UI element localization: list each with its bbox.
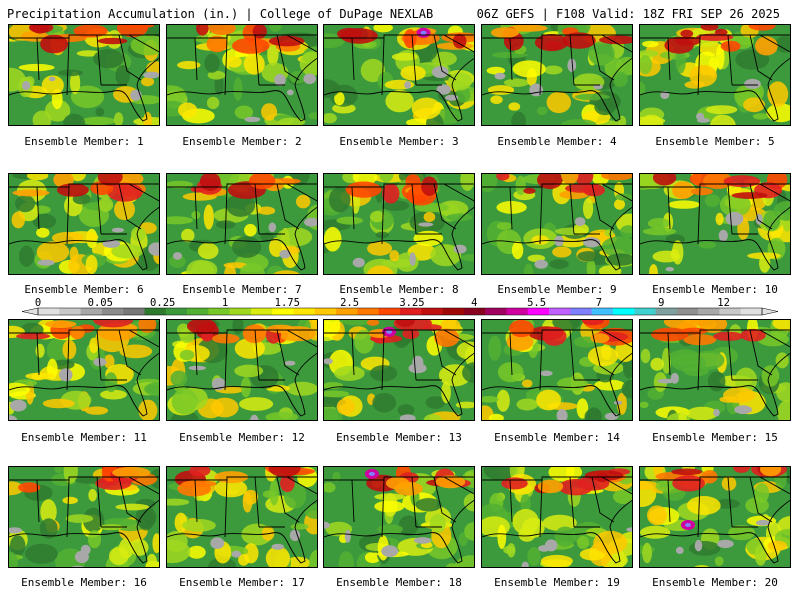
colorbar-swatch <box>165 308 188 315</box>
colorbar-tick-label: 1.75 <box>275 297 300 309</box>
colorbar-swatch <box>314 308 337 315</box>
colorbar-swatch <box>378 308 401 315</box>
colorbar-swatch <box>591 308 614 315</box>
ensemble-member-map <box>323 466 475 568</box>
ensemble-member-map <box>481 466 633 568</box>
ensemble-member-map <box>639 24 791 126</box>
colorbar-tick-label: 9 <box>658 297 664 309</box>
ensemble-member-map <box>8 24 160 126</box>
ensemble-member-label: Ensemble Member: 3 <box>339 135 459 148</box>
colorbar-tick-label: 5.5 <box>527 297 546 309</box>
colorbar-swatch <box>698 308 720 315</box>
ensemble-member-map <box>166 466 318 568</box>
colorbar-swatch <box>400 308 422 315</box>
ensemble-member-map <box>8 466 160 568</box>
colorbar-tick-label: 0.05 <box>88 297 113 309</box>
ensemble-member-map <box>481 319 633 421</box>
ensemble-member-map <box>323 173 475 275</box>
colorbar-swatch <box>549 308 571 315</box>
colorbar-swatch <box>740 308 763 315</box>
colorbar-swatch <box>570 308 592 315</box>
ensemble-member-label: Ensemble Member: 8 <box>339 283 459 296</box>
ensemble-member-label: Ensemble Member: 13 <box>336 431 462 444</box>
colorbar-swatch <box>612 308 635 315</box>
colorbar-swatch <box>38 308 60 315</box>
colorbar-swatch <box>463 308 486 315</box>
ensemble-member-label: Ensemble Member: 12 <box>179 431 305 444</box>
ensemble-member-label: Ensemble Member: 11 <box>21 431 147 444</box>
ensemble-member-map <box>481 173 633 275</box>
colorbar-swatch <box>293 308 316 315</box>
colorbar-tick-label: 4 <box>471 297 477 309</box>
ensemble-member-map <box>323 319 475 421</box>
colorbar-swatch <box>442 308 465 315</box>
colorbar-tick-label: 3.25 <box>399 297 424 309</box>
ensemble-member-label: Ensemble Member: 20 <box>652 576 778 589</box>
colorbar-left-arrow <box>21 307 39 316</box>
ensemble-member-label: Ensemble Member: 14 <box>494 431 620 444</box>
ensemble-member-label: Ensemble Member: 16 <box>21 576 147 589</box>
ensemble-member-map <box>166 173 318 275</box>
precip-colorbar: 0 0.05 0.25 1 1.75 2.5 3.25 4 5.5 7 9 12 <box>21 297 779 316</box>
ensemble-member-map <box>166 319 318 421</box>
colorbar-tick-label: 7 <box>596 297 602 309</box>
ensemble-member-map <box>8 319 160 421</box>
colorbar-tick-label: 0.25 <box>150 297 175 309</box>
colorbar-swatch <box>123 308 145 315</box>
colorbar-swatch <box>357 308 379 315</box>
ensemble-member-label: Ensemble Member: 5 <box>655 135 775 148</box>
valid-time: 06Z GEFS | F108 Valid: 18Z FRI SEP 26 20… <box>476 7 780 21</box>
ensemble-member-map <box>166 24 318 126</box>
ensemble-member-label: Ensemble Member: 9 <box>497 283 617 296</box>
ensemble-member-label: Ensemble Member: 17 <box>179 576 305 589</box>
ensemble-member-map <box>639 466 791 568</box>
colorbar-swatch <box>101 308 124 315</box>
colorbar-swatch <box>485 308 507 315</box>
colorbar-tick-label: 0 <box>35 297 41 309</box>
ensemble-member-label: Ensemble Member: 6 <box>24 283 144 296</box>
colorbar-swatch <box>208 308 230 315</box>
ensemble-member-label: Ensemble Member: 15 <box>652 431 778 444</box>
colorbar-swatch <box>655 308 678 315</box>
ensemble-member-label: Ensemble Member: 7 <box>182 283 302 296</box>
colorbar-swatch <box>144 308 167 315</box>
ensemble-member-map <box>481 24 633 126</box>
ensemble-member-map <box>639 173 791 275</box>
colorbar-swatch <box>80 308 103 315</box>
colorbar-swatch <box>527 308 550 315</box>
colorbar-right-arrow <box>761 307 779 316</box>
ensemble-member-label: Ensemble Member: 2 <box>182 135 302 148</box>
colorbar-tick-label: 2.5 <box>340 297 359 309</box>
colorbar-swatch <box>250 308 273 315</box>
colorbar-tick-label: 1 <box>222 297 228 309</box>
colorbar-swatch <box>229 308 252 315</box>
colorbar-swatch <box>336 308 358 315</box>
ensemble-member-label: Ensemble Member: 10 <box>652 283 778 296</box>
ensemble-member-label: Ensemble Member: 1 <box>24 135 144 148</box>
colorbar-swatch <box>676 308 699 315</box>
colorbar-swatch <box>272 308 294 315</box>
colorbar-swatch <box>634 308 656 315</box>
colorbar-swatch <box>506 308 529 315</box>
colorbar-tick-label: 12 <box>717 297 730 309</box>
ensemble-member-label: Ensemble Member: 4 <box>497 135 617 148</box>
ensemble-member-map <box>639 319 791 421</box>
colorbar-swatch <box>719 308 741 315</box>
ensemble-member-label: Ensemble Member: 19 <box>494 576 620 589</box>
colorbar-swatch <box>59 308 81 315</box>
ensemble-member-map <box>8 173 160 275</box>
product-title: Precipitation Accumulation (in.) | Colle… <box>7 7 434 21</box>
ensemble-member-label: Ensemble Member: 18 <box>336 576 462 589</box>
colorbar-swatch <box>187 308 209 315</box>
colorbar-swatch <box>421 308 443 315</box>
ensemble-member-map <box>323 24 475 126</box>
